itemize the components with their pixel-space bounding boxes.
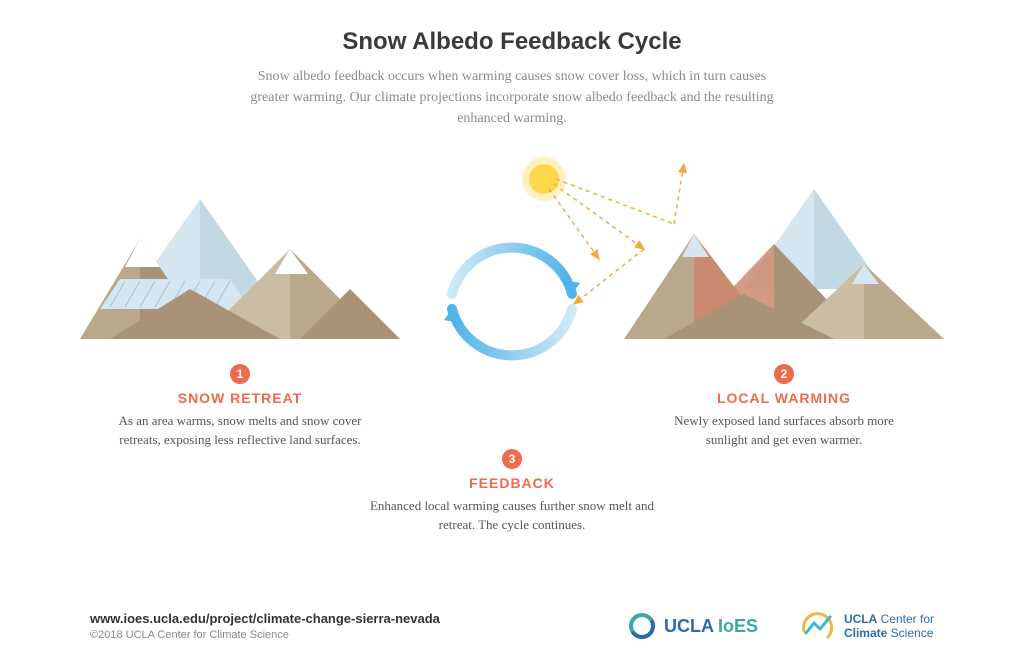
step-snow-retreat: 1 SNOW RETREAT As an area warms, snow me…	[110, 364, 370, 450]
footer-logos: UCLAIoES UCLA Center for Climate Science	[628, 607, 934, 645]
step-title: LOCAL WARMING	[654, 390, 914, 406]
step-title: FEEDBACK	[352, 475, 672, 491]
logo-ioes-text: IoES	[718, 616, 758, 636]
logo-ucla-text: UCLA	[664, 616, 714, 636]
logo-ccs-ucla: UCLA	[844, 612, 877, 626]
logo-ccs-climate: Climate	[844, 626, 887, 640]
climate-science-icon	[798, 607, 836, 645]
step-number-badge: 2	[774, 364, 794, 384]
step-title: SNOW RETREAT	[110, 390, 370, 406]
footer: www.ioes.ucla.edu/project/climate-change…	[90, 607, 934, 645]
footer-url: www.ioes.ucla.edu/project/climate-change…	[90, 611, 440, 626]
step-local-warming: 2 LOCAL WARMING Newly exposed land surfa…	[654, 364, 914, 450]
step-number-badge: 3	[502, 449, 522, 469]
logo-ccs-centerfor: Center for	[881, 612, 934, 626]
logo-ucla-ioes: UCLAIoES	[628, 612, 758, 640]
step-feedback: 3 FEEDBACK Enhanced local warming causes…	[352, 449, 672, 535]
step-description: Enhanced local warming causes further sn…	[352, 497, 672, 535]
cycle-arrows-icon	[422, 209, 602, 389]
logo-ccs-science: Science	[891, 626, 934, 640]
footer-attribution: www.ioes.ucla.edu/project/climate-change…	[90, 611, 440, 641]
mountains-snowy	[80, 169, 400, 349]
logo-ucla-climate-science: UCLA Center for Climate Science	[798, 607, 934, 645]
step-description: Newly exposed land surfaces absorb more …	[654, 412, 914, 450]
step-number-badge: 1	[230, 364, 250, 384]
step-description: As an area warms, snow melts and snow co…	[110, 412, 370, 450]
page-subtitle: Snow albedo feedback occurs when warming…	[242, 66, 782, 129]
footer-copyright: ©2018 UCLA Center for Climate Science	[90, 629, 440, 641]
ioes-circle-icon	[628, 612, 656, 640]
cycle-diagram: 1 SNOW RETREAT As an area warms, snow me…	[0, 139, 1024, 539]
page-title: Snow Albedo Feedback Cycle	[0, 28, 1024, 56]
